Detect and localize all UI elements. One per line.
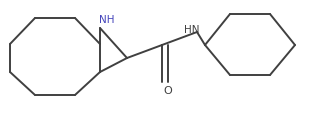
Text: O: O [164,86,172,96]
Text: NH: NH [99,15,115,25]
Text: HN: HN [184,25,200,35]
